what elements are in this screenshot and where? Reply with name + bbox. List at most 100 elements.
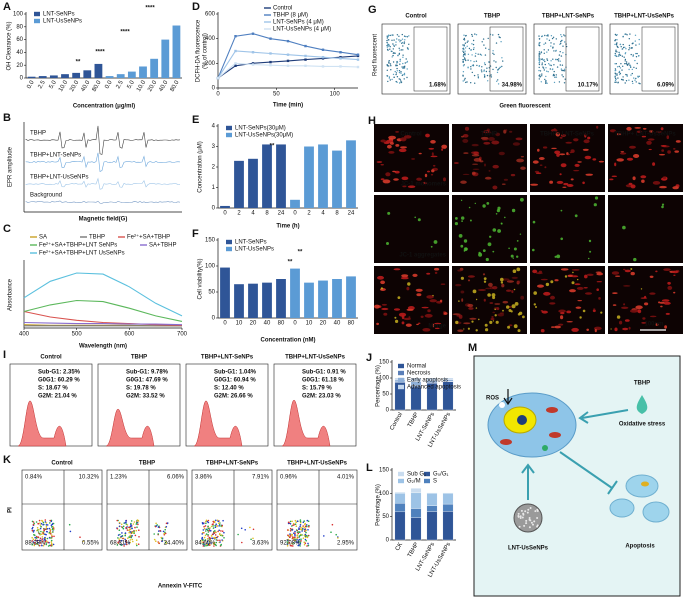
event-dot bbox=[43, 543, 46, 545]
nanoparticle-texture bbox=[529, 507, 532, 509]
event-dot bbox=[391, 39, 393, 41]
point bbox=[321, 55, 325, 59]
event-dot bbox=[217, 530, 219, 533]
event-dot bbox=[304, 523, 306, 526]
event-dot bbox=[632, 82, 634, 85]
cell-signal bbox=[616, 158, 624, 162]
event-dot bbox=[204, 530, 207, 532]
event-dot bbox=[620, 63, 622, 65]
event-dot bbox=[162, 530, 165, 533]
cell-signal bbox=[395, 144, 400, 147]
cell-signal bbox=[660, 127, 664, 131]
event-dot bbox=[387, 80, 389, 83]
event-dot bbox=[39, 527, 42, 530]
event-dot bbox=[471, 35, 474, 37]
cell-signal bbox=[649, 315, 657, 318]
event-dot bbox=[129, 534, 131, 537]
cell-signal bbox=[540, 329, 545, 333]
event-dot bbox=[137, 543, 140, 545]
cell-signal bbox=[495, 132, 501, 137]
x-tick-label: 50 bbox=[273, 92, 280, 98]
event-dot bbox=[551, 37, 554, 40]
event-dot bbox=[155, 522, 157, 525]
epr-trace bbox=[25, 152, 181, 172]
cell-signal bbox=[538, 270, 543, 273]
cell-signal bbox=[475, 298, 478, 301]
event-dot bbox=[481, 71, 483, 73]
event-dot bbox=[44, 536, 46, 539]
event-dot bbox=[539, 75, 541, 78]
cell-signal bbox=[637, 309, 642, 314]
event-dot bbox=[545, 67, 547, 69]
cell-signal bbox=[513, 324, 518, 329]
cell-signal bbox=[554, 150, 561, 155]
point bbox=[286, 59, 290, 63]
event-dot bbox=[614, 52, 616, 55]
event-dot bbox=[464, 50, 466, 52]
cell-signal bbox=[629, 145, 636, 149]
event-dot bbox=[462, 44, 464, 46]
cell-signal bbox=[469, 317, 477, 320]
event-dot bbox=[306, 525, 308, 528]
event-dot bbox=[545, 80, 547, 82]
event-dot bbox=[45, 522, 48, 524]
event-dot bbox=[481, 66, 483, 68]
event-dot bbox=[614, 77, 617, 80]
event-dot bbox=[559, 64, 561, 66]
plot-frame bbox=[273, 363, 357, 447]
event-dot bbox=[400, 72, 402, 74]
event-dot bbox=[622, 36, 624, 38]
event-dot bbox=[37, 536, 40, 539]
point bbox=[321, 57, 325, 60]
cell-signal bbox=[402, 185, 407, 188]
event-dot bbox=[337, 537, 339, 539]
event-dot bbox=[635, 56, 638, 58]
event-dot bbox=[564, 35, 566, 37]
event-dot bbox=[396, 61, 399, 64]
event-dot bbox=[387, 43, 389, 45]
event-dot bbox=[39, 539, 41, 541]
event-dot bbox=[296, 520, 299, 522]
event-dot bbox=[286, 545, 289, 547]
event-dot bbox=[138, 536, 140, 538]
cell-signal bbox=[407, 282, 411, 286]
event-dot bbox=[214, 530, 216, 532]
event-dot bbox=[387, 45, 390, 47]
event-dot bbox=[295, 541, 298, 543]
event-dot bbox=[475, 52, 477, 55]
event-dot bbox=[153, 538, 156, 541]
event-dot bbox=[306, 545, 308, 547]
x-tick-label: 0.0 bbox=[26, 79, 36, 90]
event-dot bbox=[463, 64, 465, 66]
event-dot bbox=[45, 530, 48, 533]
legend-label: Necrosis bbox=[407, 371, 430, 377]
cell-signal bbox=[407, 185, 416, 188]
event-dot bbox=[303, 534, 306, 537]
event-dot bbox=[214, 534, 217, 536]
event-dot bbox=[471, 71, 473, 74]
cell-signal bbox=[510, 254, 514, 258]
x-axis-label: Time (h) bbox=[276, 224, 299, 230]
event-dot bbox=[621, 69, 623, 71]
cell-signal bbox=[541, 310, 548, 314]
event-dot bbox=[42, 532, 44, 534]
cell-signal bbox=[539, 164, 543, 166]
event-dot bbox=[398, 39, 400, 41]
event-dot bbox=[300, 528, 303, 531]
event-dot bbox=[52, 543, 55, 546]
event-dot bbox=[464, 58, 466, 60]
mitochondrion bbox=[549, 432, 561, 438]
event-dot bbox=[206, 529, 209, 532]
event-dot bbox=[46, 540, 48, 543]
event-dot bbox=[473, 47, 475, 49]
legend-swatch bbox=[398, 363, 404, 369]
cell-signal bbox=[483, 280, 487, 283]
event-dot bbox=[616, 73, 618, 75]
event-dot bbox=[554, 76, 556, 78]
cell-signal bbox=[576, 286, 584, 290]
point bbox=[304, 58, 307, 61]
cell-signal bbox=[664, 325, 667, 329]
x-tick-label: 10.0 bbox=[136, 79, 147, 93]
event-dot bbox=[388, 44, 391, 46]
event-dot bbox=[294, 523, 297, 525]
